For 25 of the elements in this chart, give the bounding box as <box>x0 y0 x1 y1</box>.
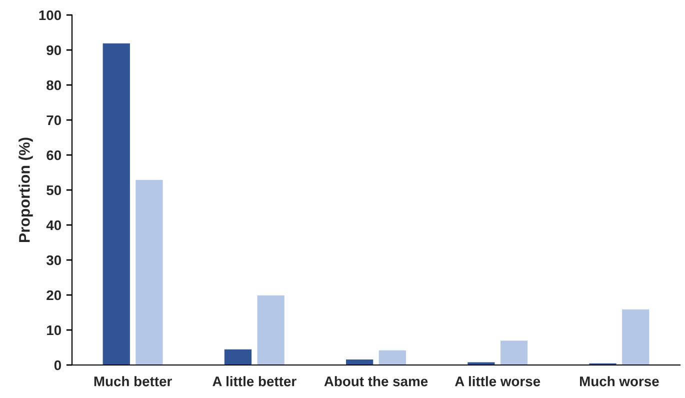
y-tick-label: 100 <box>39 10 62 20</box>
x-tick-label: A little worse <box>454 376 540 386</box>
y-tick-label: 60 <box>46 150 62 160</box>
bar <box>134 179 164 365</box>
x-tick-label: Much better <box>94 376 172 386</box>
y-tick-label: 10 <box>47 325 62 336</box>
y-tick-label: 40 <box>46 220 62 230</box>
x-tick-label: Much worse <box>580 376 659 386</box>
bar <box>224 348 252 365</box>
bar <box>345 358 374 365</box>
y-tick-label: 90 <box>46 45 62 56</box>
y-tick-label: 80 <box>46 80 62 90</box>
y-tick-label: 30 <box>46 255 62 266</box>
x-tick-label: A little better <box>212 376 296 386</box>
y-tick-label: 50 <box>46 185 62 196</box>
y-tick-label: 0 <box>54 360 62 370</box>
bar <box>378 350 407 365</box>
bar <box>621 308 650 365</box>
y-axis-title: Proportion (%) <box>18 138 33 242</box>
y-tick-label: 70 <box>46 115 62 126</box>
x-tick-label: About the same <box>324 376 428 386</box>
bar <box>102 42 131 365</box>
y-tick-label: 20 <box>46 290 62 300</box>
bar <box>500 340 528 365</box>
bar <box>256 294 286 365</box>
